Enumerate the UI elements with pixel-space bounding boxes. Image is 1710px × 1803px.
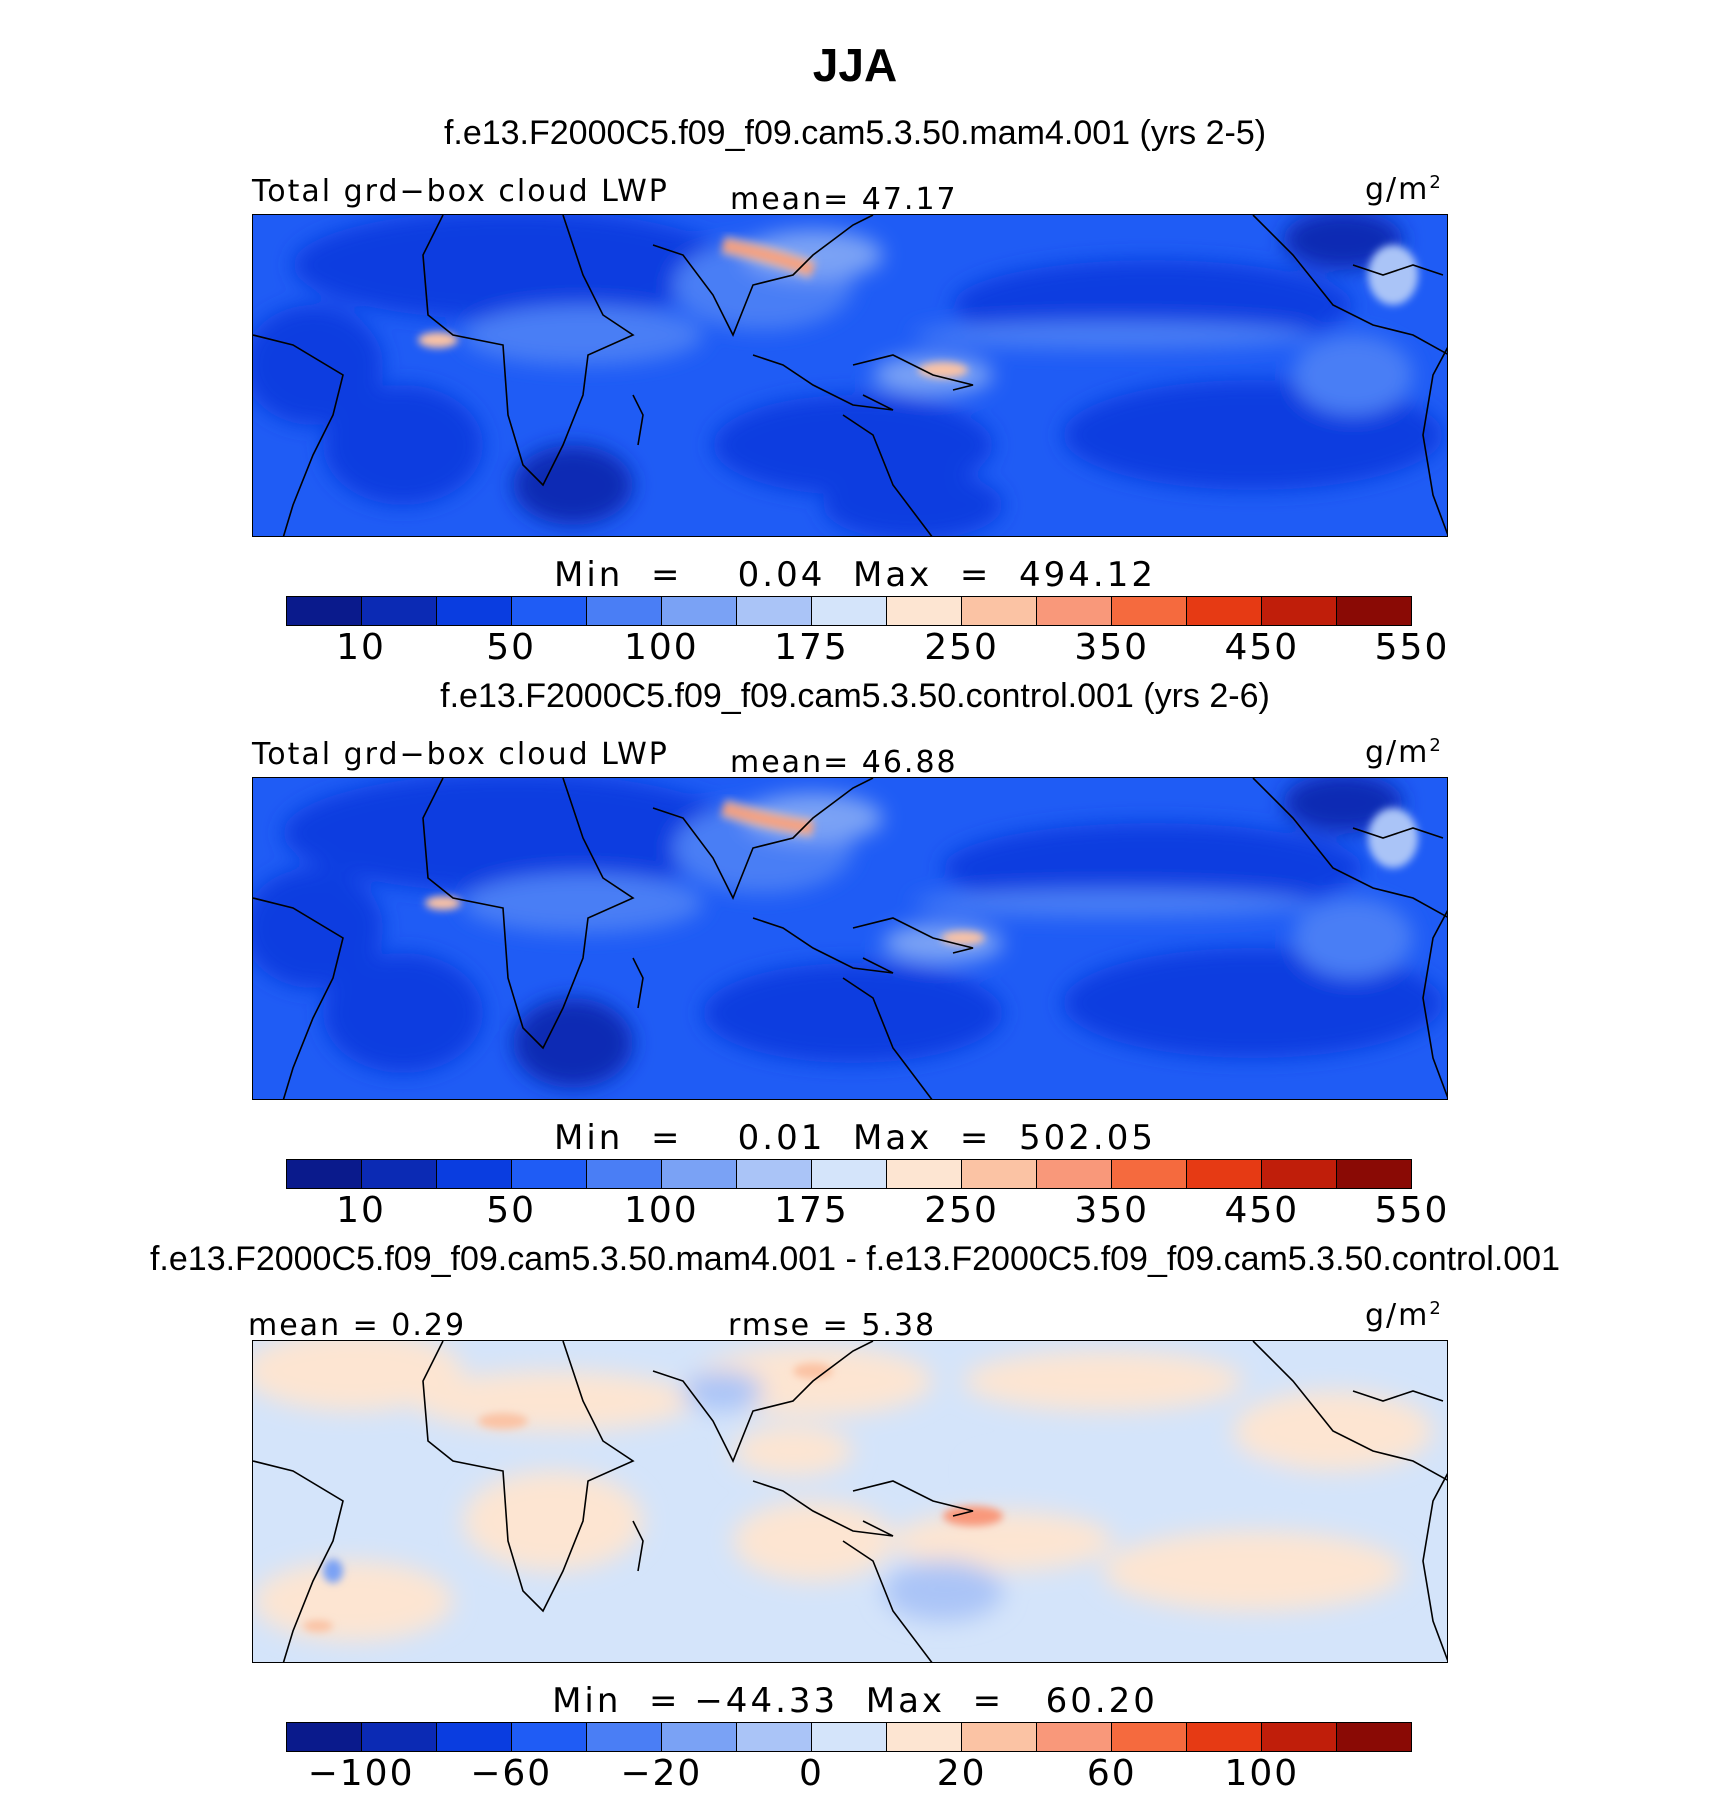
colorbar-tick-label: 50 xyxy=(486,627,537,668)
colorbar-tick-label: 250 xyxy=(924,1190,999,1231)
panel2-units-label: g/m2 xyxy=(1365,735,1443,770)
colorbar-tick-label: 100 xyxy=(623,627,699,668)
colorbar-swatch xyxy=(737,1160,812,1188)
colorbar-swatch xyxy=(737,1723,812,1751)
colorbar-swatch xyxy=(287,1160,362,1188)
colorbar-tick-label: 350 xyxy=(1074,627,1150,668)
colorbar-swatch xyxy=(1037,597,1112,625)
colorbar-swatch xyxy=(1112,1723,1187,1751)
colorbar-swatch xyxy=(887,1723,962,1751)
colorbar-swatch xyxy=(962,597,1037,625)
colorbar-swatch xyxy=(1112,597,1187,625)
panel1-map xyxy=(252,214,1448,537)
panel3-case-title: f.e13.F2000C5.f09_f09.cam5.3.50.mam4.001… xyxy=(149,1240,1561,1278)
colorbar-swatch xyxy=(512,1160,587,1188)
colorbar-swatch xyxy=(1187,597,1262,625)
colorbar-swatch xyxy=(1262,1160,1337,1188)
panel2-map-field xyxy=(253,778,1447,1099)
colorbar-swatch xyxy=(1262,597,1337,625)
panel2-map xyxy=(252,777,1448,1100)
colorbar-tick-label: 175 xyxy=(774,627,849,668)
colorbar-swatch xyxy=(812,1160,887,1188)
colorbar-swatch xyxy=(1112,1160,1187,1188)
colorbar-swatch xyxy=(812,597,887,625)
colorbar-swatch xyxy=(362,1723,437,1751)
colorbar-tick-label: 0 xyxy=(799,1753,824,1794)
panel2-variable-label: Total grd−box cloud LWP xyxy=(252,737,669,772)
panel2-case-title: f.e13.F2000C5.f09_f09.cam5.3.50.control.… xyxy=(440,677,1270,715)
panel3-mean-label: mean = 0.29 xyxy=(248,1308,467,1343)
panel3-units-label: g/m2 xyxy=(1365,1298,1443,1333)
colorbar-swatch xyxy=(1037,1723,1112,1751)
colorbar-swatch xyxy=(287,597,362,625)
colorbar-swatch xyxy=(362,1160,437,1188)
panel2-mean-label: mean= 46.88 xyxy=(730,745,958,780)
colorbar-tick-label: −20 xyxy=(620,1753,703,1794)
colorbar-swatch xyxy=(1262,1723,1337,1751)
colorbar-tick-label: 450 xyxy=(1224,627,1300,668)
panel2-minmax: Min = 0.01 Max = 502.05 xyxy=(554,1118,1156,1158)
panel1-variable-label: Total grd−box cloud LWP xyxy=(252,174,669,209)
colorbar-tick-label: 550 xyxy=(1374,1190,1450,1231)
colorbar-swatch xyxy=(287,1723,362,1751)
colorbar-swatch xyxy=(887,1160,962,1188)
colorbar-swatch xyxy=(587,1160,662,1188)
panel3-colorbar xyxy=(286,1722,1412,1752)
colorbar-tick-label: 50 xyxy=(486,1190,537,1231)
panel1-colorbar xyxy=(286,596,1412,626)
panel1-map-field xyxy=(253,215,1447,536)
colorbar-tick-label: 175 xyxy=(774,1190,849,1231)
colorbar-swatch xyxy=(962,1723,1037,1751)
colorbar-tick-label: 20 xyxy=(936,1753,987,1794)
colorbar-tick-label: 60 xyxy=(1086,1753,1137,1794)
colorbar-tick-label: 550 xyxy=(1374,627,1450,668)
colorbar-swatch xyxy=(737,597,812,625)
panel3-colorbar-ticks: −100 −60 −20 0 20 60 100 xyxy=(286,1753,1412,1797)
colorbar-swatch xyxy=(1337,1723,1411,1751)
colorbar-swatch xyxy=(512,1723,587,1751)
colorbar-tick-label: −60 xyxy=(470,1753,553,1794)
colorbar-swatch xyxy=(662,1160,737,1188)
colorbar-swatch xyxy=(1337,1160,1411,1188)
panel2-colorbar-ticks: 10 50 100 175 250 350 450 550 xyxy=(286,1190,1447,1234)
colorbar-swatch xyxy=(1337,597,1411,625)
panel1-units-label: g/m2 xyxy=(1365,172,1443,207)
colorbar-swatch xyxy=(1187,1723,1262,1751)
colorbar-tick-label: 100 xyxy=(1224,1753,1300,1794)
colorbar-swatch xyxy=(512,597,587,625)
colorbar-swatch xyxy=(437,1160,512,1188)
colorbar-swatch xyxy=(362,597,437,625)
colorbar-swatch xyxy=(1187,1160,1262,1188)
colorbar-swatch xyxy=(437,597,512,625)
colorbar-swatch xyxy=(812,1723,887,1751)
colorbar-swatch xyxy=(437,1723,512,1751)
colorbar-swatch xyxy=(662,597,737,625)
colorbar-swatch xyxy=(1037,1160,1112,1188)
colorbar-tick-label: 10 xyxy=(336,1190,386,1231)
plot-title: JJA xyxy=(812,39,898,91)
panel3-minmax: Min = −44.33 Max = 60.20 xyxy=(552,1681,1158,1721)
colorbar-swatch xyxy=(962,1160,1037,1188)
panel1-colorbar-ticks: 10 50 100 175 250 350 450 550 xyxy=(286,627,1447,671)
colorbar-tick-label: −100 xyxy=(307,1753,415,1794)
colorbar-tick-label: 450 xyxy=(1224,1190,1300,1231)
panel3-map xyxy=(252,1340,1448,1663)
colorbar-swatch xyxy=(587,1723,662,1751)
colorbar-tick-label: 100 xyxy=(623,1190,699,1231)
colorbar-tick-label: 10 xyxy=(336,627,386,668)
colorbar-tick-label: 350 xyxy=(1074,1190,1150,1231)
panel2-colorbar xyxy=(286,1159,1412,1189)
panel1-case-title: f.e13.F2000C5.f09_f09.cam5.3.50.mam4.001… xyxy=(443,114,1267,152)
colorbar-tick-label: 250 xyxy=(924,627,999,668)
colorbar-swatch xyxy=(662,1723,737,1751)
colorbar-swatch xyxy=(587,597,662,625)
colorbar-swatch xyxy=(887,597,962,625)
panel3-map-field xyxy=(253,1341,1447,1662)
panel1-mean-label: mean= 47.17 xyxy=(730,182,958,217)
panel1-minmax: Min = 0.04 Max = 494.12 xyxy=(554,555,1156,595)
panel3-rmse-label: rmse = 5.38 xyxy=(728,1308,937,1343)
